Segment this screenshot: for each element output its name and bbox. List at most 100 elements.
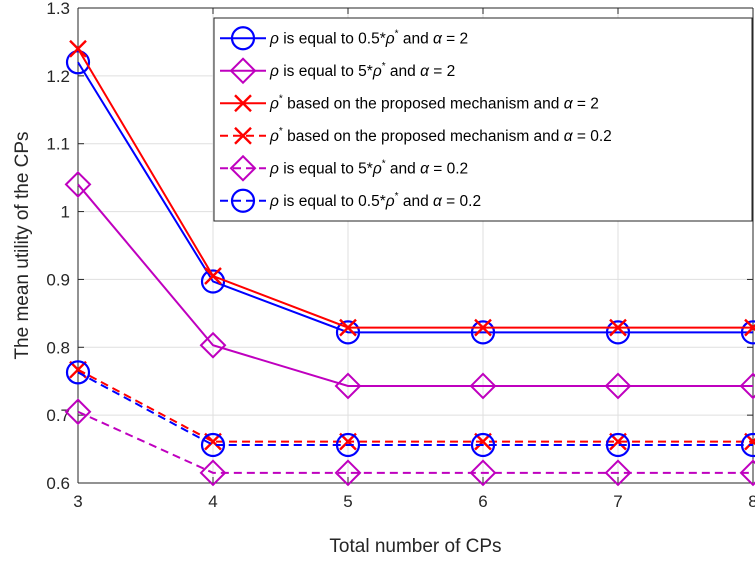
data-point-marker <box>64 171 92 198</box>
legend-label-part: α <box>433 30 443 47</box>
legend-label-part: ρ <box>269 193 279 210</box>
legend-label-part: * <box>382 158 386 169</box>
series-line <box>77 183 753 387</box>
series-line <box>77 368 753 443</box>
legend-label-part: α <box>420 160 430 177</box>
y-tick-label: 1.2 <box>46 67 70 86</box>
data-point-marker <box>200 269 226 294</box>
y-axis-label: The mean utility of the CPs <box>12 131 33 359</box>
data-point-marker <box>470 432 496 458</box>
data-point-marker <box>604 459 632 487</box>
data-point-marker <box>65 360 91 385</box>
x-tick-label: 8 <box>748 492 755 511</box>
data-point-marker <box>64 398 92 426</box>
data-point-marker <box>199 331 227 359</box>
legend-label-part: ρ <box>372 160 382 177</box>
tick-labels: 3 4 5 6 7 8 0.6 0.7 0.8 0.9 1 1.1 1.2 1.3 <box>46 0 755 511</box>
x-axis-label: Total number of CPs <box>329 536 501 557</box>
y-tick-label: 0.6 <box>46 474 70 493</box>
legend-label-part: * <box>279 93 283 104</box>
data-point-marker <box>740 320 755 345</box>
legend-marker <box>230 188 256 213</box>
legend-label-part: ρ <box>269 63 279 80</box>
legend-entry: ρ is equal to 5*ρ* and α = 2 <box>220 57 455 85</box>
legend-label-part: = 0.2 <box>429 160 468 177</box>
series-line <box>77 371 753 446</box>
data-point-marker <box>605 320 631 345</box>
legend-marker <box>234 126 252 145</box>
data-point-marker <box>69 39 87 58</box>
legend-label-part: * <box>382 61 386 72</box>
data-point-marker <box>470 320 496 345</box>
legend-label-part: = 2 <box>429 63 455 80</box>
legend-marker <box>234 94 252 113</box>
data-point-marker <box>334 459 362 487</box>
legend-label-part: * <box>395 191 399 202</box>
series-5 <box>64 398 755 487</box>
legend-entry: ρ is equal to 5*ρ* and α = 0.2 <box>220 154 468 182</box>
legend-label: ρ* based on the proposed mechanism and α… <box>269 93 599 112</box>
data-point-marker <box>739 459 755 487</box>
series-line <box>77 61 753 334</box>
legend-label: ρ is equal to 5*ρ* and α = 2 <box>269 61 455 80</box>
legend-label-part: ρ <box>269 30 279 47</box>
legend-label-part: α <box>433 193 443 210</box>
legend-label-part: = 2 <box>573 95 599 112</box>
data-point-marker <box>335 320 361 345</box>
legend-label-part: ρ <box>269 95 279 112</box>
legend-label-part: α <box>564 128 574 145</box>
series-line <box>77 410 753 474</box>
legend-label-part: is equal to 5* <box>279 160 373 177</box>
legend-label-part: and <box>386 160 420 177</box>
data-point-marker <box>204 267 222 285</box>
legend-entry: ρ* based on the proposed mechanism and α… <box>220 93 599 112</box>
legend-entry: ρ* based on the proposed mechanism and α… <box>220 126 612 145</box>
legend-label-part: = 2 <box>442 30 468 47</box>
series-1 <box>65 50 755 345</box>
legend: ρ is equal to 0.5*ρ* and α = 2ρ is equal… <box>213 17 753 222</box>
x-tick-label: 6 <box>478 492 487 511</box>
data-point-marker <box>65 50 91 75</box>
legend-label-part: = 0.2 <box>442 193 481 210</box>
legend-label-part: ρ <box>269 128 279 145</box>
legend-box <box>213 17 753 222</box>
legend-label-part: and <box>399 30 433 47</box>
legend-label-part: and <box>386 63 420 80</box>
y-tick-label: 1 <box>61 203 70 222</box>
x-tick-label: 3 <box>73 492 82 511</box>
series-line <box>77 48 753 329</box>
y-tick-label: 0.8 <box>46 338 70 357</box>
legend-label-part: = 0.2 <box>573 128 612 145</box>
legend-label: ρ* based on the proposed mechanism and α… <box>269 126 612 145</box>
data-point-marker <box>339 318 357 337</box>
legend-label-part: * <box>395 28 399 39</box>
data-point-marker <box>740 432 755 458</box>
legend-label-part: is equal to 0.5* <box>279 30 386 47</box>
data-point-marker <box>739 372 755 400</box>
series-3 <box>69 39 755 337</box>
legend-label: ρ is equal to 0.5*ρ* and α = 2 <box>269 28 468 47</box>
series-6 <box>65 360 755 458</box>
data-point-marker <box>744 318 755 337</box>
y-tick-label: 1.1 <box>46 135 70 154</box>
legend-label: ρ is equal to 0.5*ρ* and α = 0.2 <box>269 191 481 210</box>
y-tick-label: 0.7 <box>46 406 70 425</box>
data-point-marker <box>334 372 362 400</box>
data-point-marker <box>474 318 492 337</box>
legend-label-part: ρ <box>385 30 395 47</box>
legend-label-part: ρ <box>269 160 279 177</box>
data-point-marker <box>335 432 361 458</box>
legend-label-part: based on the proposed mechanism and <box>283 95 564 112</box>
legend-label-part: and <box>399 193 433 210</box>
legend-label-part: * <box>279 126 283 137</box>
legend-marker <box>230 26 256 51</box>
legend-entry: ρ is equal to 0.5*ρ* and α = 0.2 <box>220 188 481 213</box>
data-point-marker <box>604 372 632 400</box>
data-point-marker <box>605 432 631 458</box>
y-tick-label: 1.3 <box>46 0 70 18</box>
data-point-marker <box>469 372 497 400</box>
legend-label-part: is equal to 5* <box>279 63 373 80</box>
data-point-marker <box>200 432 226 458</box>
legend-label-part: based on the proposed mechanism and <box>283 128 564 145</box>
